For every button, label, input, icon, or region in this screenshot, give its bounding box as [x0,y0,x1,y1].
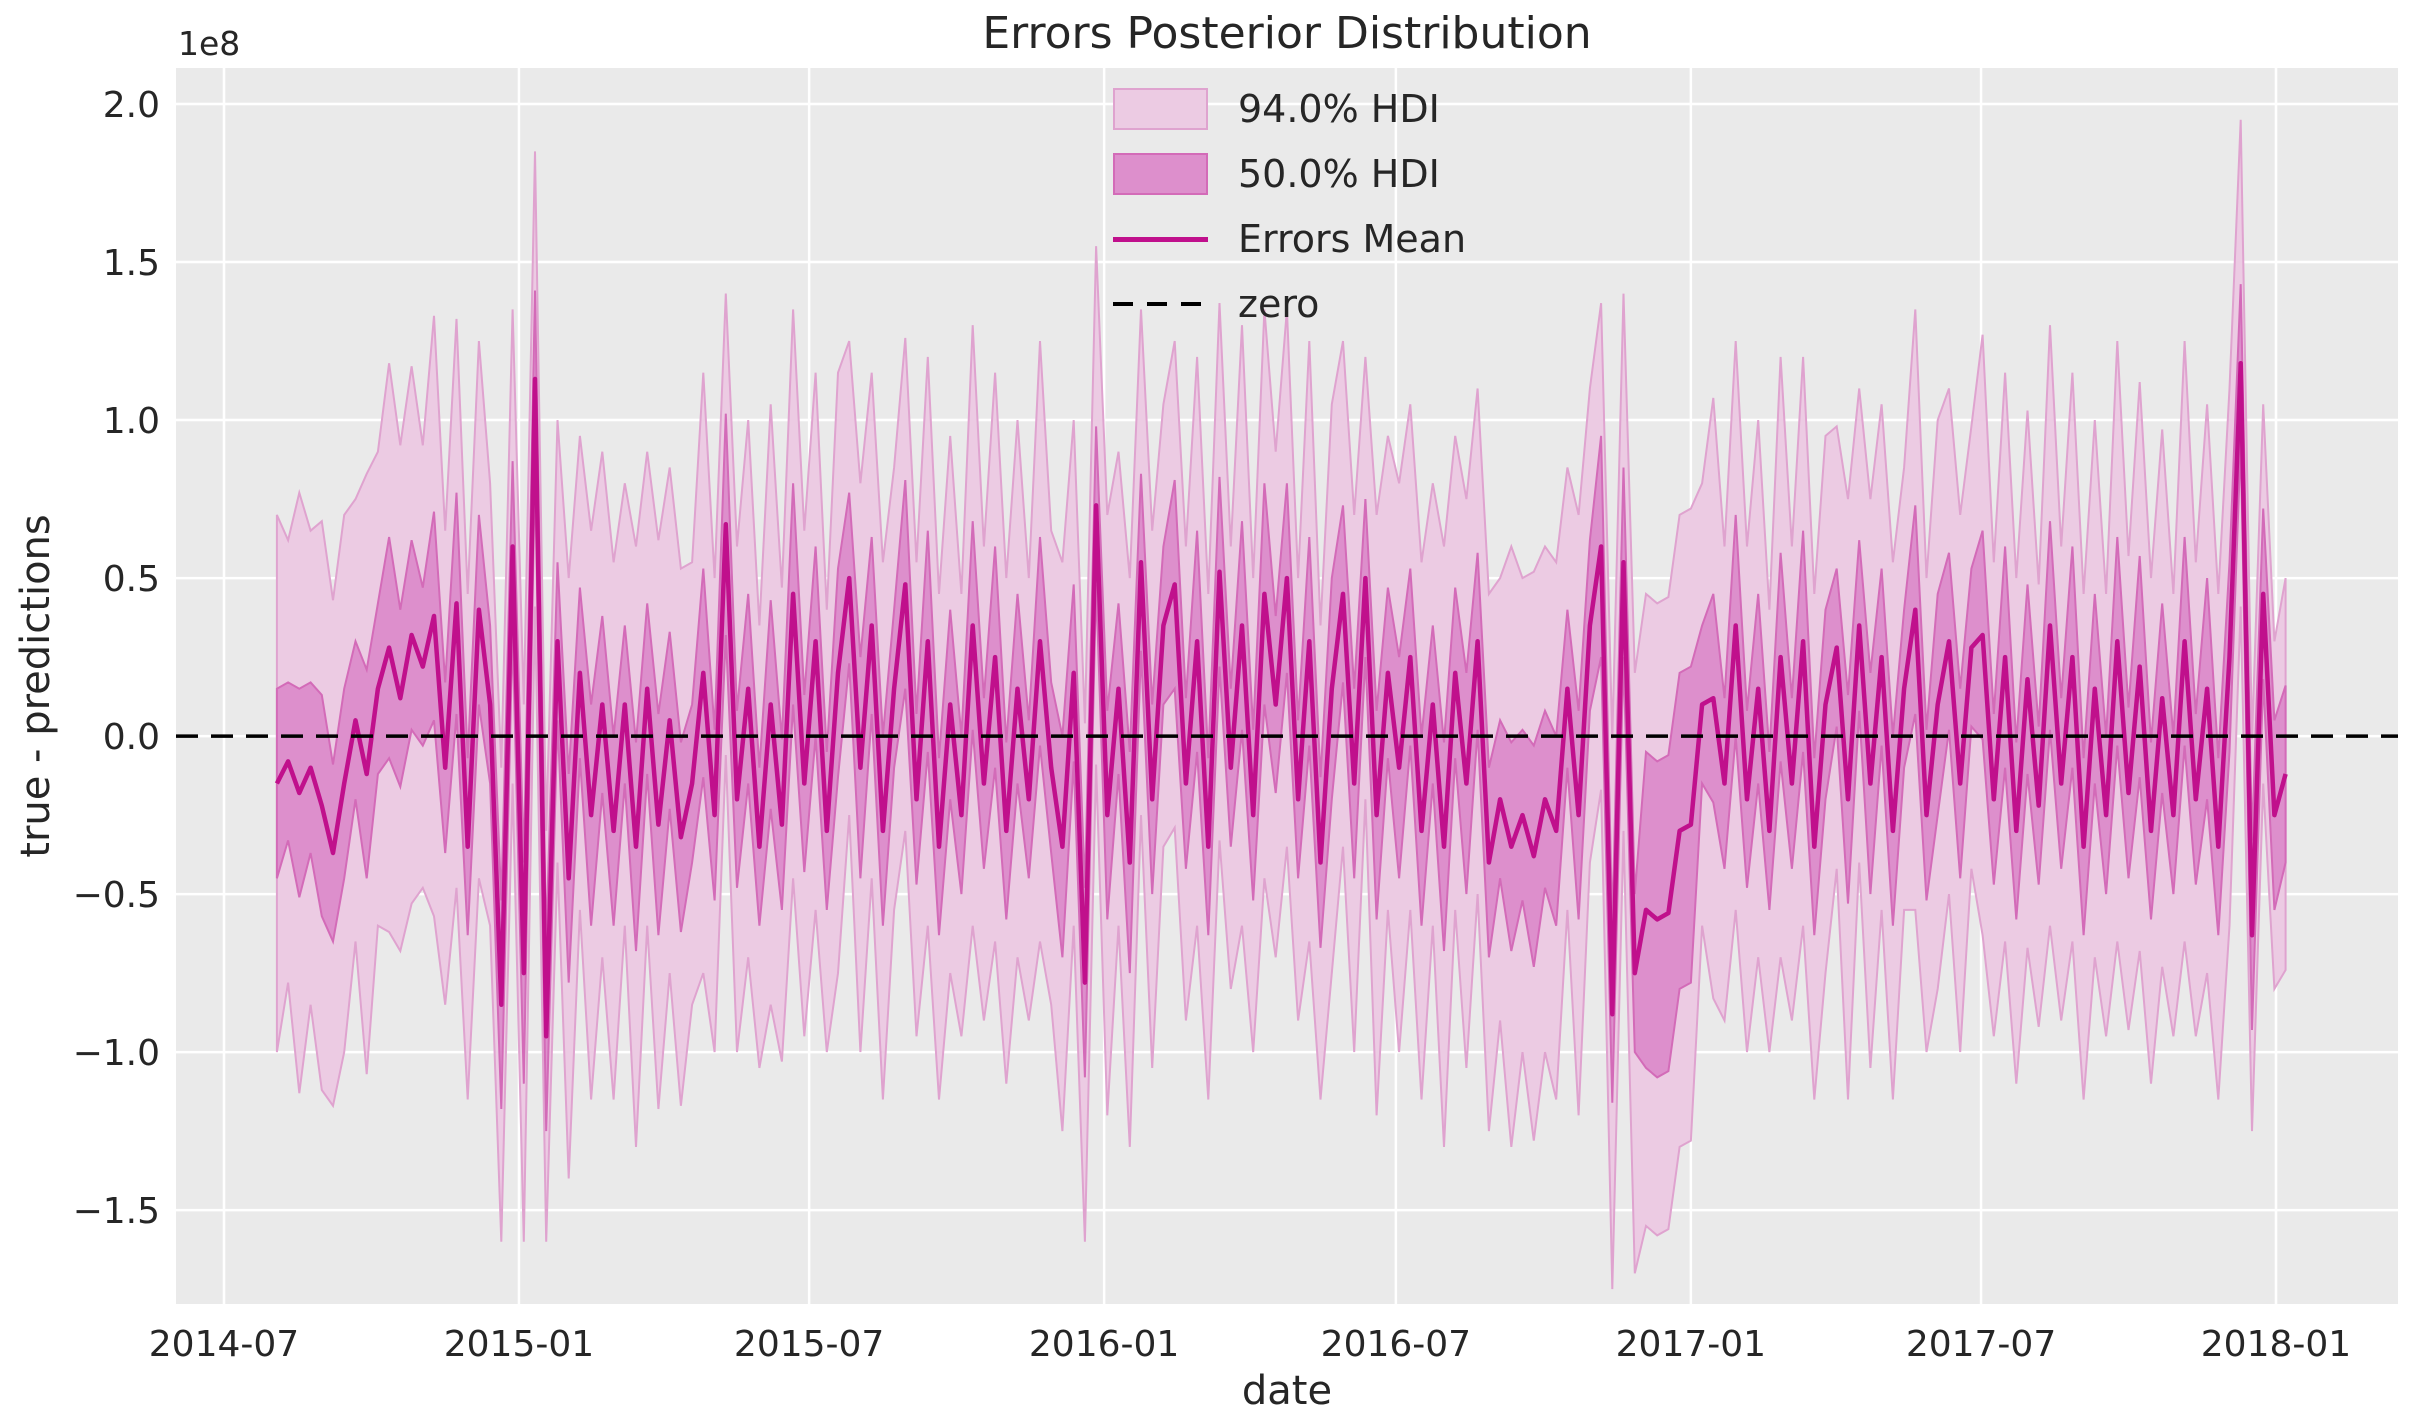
legend-swatch-zero-icon [1113,302,1208,306]
y-tick-label: 1.0 [103,401,160,442]
x-tick-label: 2015-07 [734,1324,884,1365]
x-tick-label: 2017-07 [1906,1324,2056,1365]
y-axis-label: true - predictions [13,514,59,858]
errors-mean-line [274,360,2288,1039]
legend-label-50-hdi: 50.0% HDI [1238,152,1440,196]
legend-label-zero: zero [1238,282,1320,326]
legend-label-errors-mean: Errors Mean [1238,217,1467,261]
x-tick-label: 2018-01 [2201,1324,2351,1365]
y-tick-label: 2.0 [103,85,160,126]
x-tick-label: 2016-01 [1029,1324,1179,1365]
legend-swatch-94-hdi-icon [1113,88,1208,130]
legend-label-94-hdi: 94.0% HDI [1238,87,1440,131]
x-axis-label: date [1241,1368,1333,1414]
y-tick-label: −1.5 [73,1191,160,1232]
x-tick-label: 2015-01 [444,1324,594,1365]
hdi-50-band [275,284,2287,1132]
legend-item-50-hdi: 50.0% HDI [1113,151,1466,197]
legend-swatch-errors-mean-icon [1113,236,1208,242]
x-tick-label: 2016-07 [1321,1324,1471,1365]
legend: 94.0% HDI 50.0% HDI Errors Mean zero [1113,86,1466,327]
y-tick-label: 0.0 [103,717,160,758]
x-tick-label: 2014-07 [149,1324,299,1365]
y-axis-offset-label: 1e8 [178,24,241,63]
legend-item-94-hdi: 94.0% HDI [1113,86,1466,132]
y-tick-label: −0.5 [73,875,160,916]
legend-item-errors-mean: Errors Mean [1113,216,1466,262]
y-tick-label: −1.0 [73,1033,160,1074]
y-tick-label: 0.5 [103,559,160,600]
y-tick-label: 1.5 [103,243,160,284]
chart-title: Errors Posterior Distribution [982,8,1592,59]
x-tick-label: 2017-01 [1616,1324,1766,1365]
legend-swatch-50-hdi-icon [1113,153,1208,195]
legend-item-zero: zero [1113,281,1466,327]
